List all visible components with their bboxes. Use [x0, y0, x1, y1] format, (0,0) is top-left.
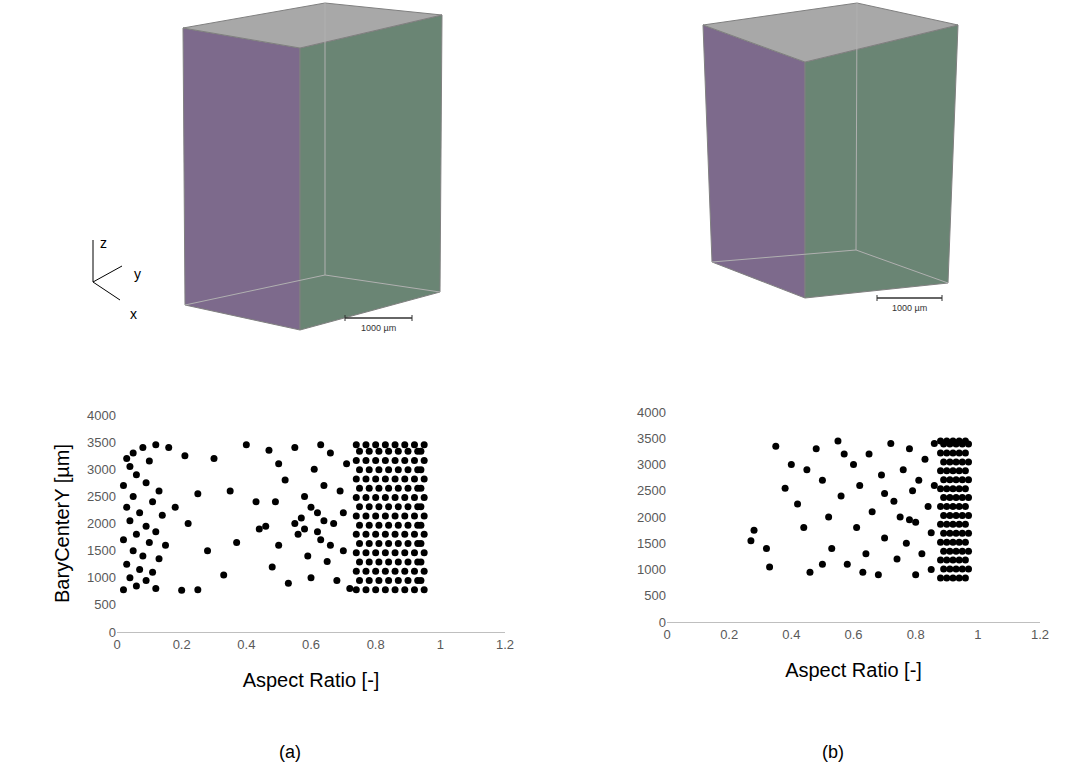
svg-text:1.2: 1.2 [496, 637, 514, 652]
svg-text:0.4: 0.4 [782, 627, 800, 642]
svg-text:1500: 1500 [87, 543, 116, 558]
svg-text:500: 500 [94, 597, 116, 612]
svg-text:1000: 1000 [637, 562, 666, 577]
svg-text:0: 0 [663, 627, 670, 642]
svg-text:(b): (b) [822, 742, 844, 762]
svg-text:0: 0 [109, 625, 116, 640]
svg-text:1500: 1500 [637, 536, 666, 551]
svg-text:3000: 3000 [637, 457, 666, 472]
svg-text:1000: 1000 [87, 570, 116, 585]
svg-text:0.6: 0.6 [302, 637, 320, 652]
svg-text:3000: 3000 [87, 462, 116, 477]
svg-text:0: 0 [113, 637, 120, 652]
svg-text:0.2: 0.2 [720, 627, 738, 642]
svg-text:2000: 2000 [637, 510, 666, 525]
svg-text:0.4: 0.4 [237, 637, 255, 652]
svg-text:Aspect Ratio [-]: Aspect Ratio [-] [785, 659, 922, 681]
svg-text:3500: 3500 [637, 431, 666, 446]
svg-text:0.6: 0.6 [844, 627, 862, 642]
svg-text:2500: 2500 [87, 489, 116, 504]
svg-text:1000 µm: 1000 µm [892, 303, 927, 313]
svg-text:0: 0 [659, 615, 666, 630]
svg-text:(a): (a) [279, 742, 301, 762]
svg-text:y: y [134, 266, 141, 282]
svg-text:1.2: 1.2 [1031, 627, 1049, 642]
svg-text:0.2: 0.2 [173, 637, 191, 652]
svg-text:Aspect Ratio [-]: Aspect Ratio [-] [243, 669, 380, 691]
svg-text:4000: 4000 [87, 408, 116, 423]
svg-text:2000: 2000 [87, 516, 116, 531]
svg-text:1: 1 [974, 627, 981, 642]
svg-text:BaryCenterY [µm]: BaryCenterY [µm] [51, 444, 73, 603]
svg-text:0.8: 0.8 [907, 627, 925, 642]
svg-text:1000 µm: 1000 µm [361, 323, 396, 333]
svg-text:4000: 4000 [637, 405, 666, 420]
svg-text:z: z [100, 235, 107, 251]
svg-text:2500: 2500 [637, 483, 666, 498]
svg-text:1: 1 [437, 637, 444, 652]
svg-text:500: 500 [644, 588, 666, 603]
svg-text:0.8: 0.8 [367, 637, 385, 652]
svg-text:3500: 3500 [87, 435, 116, 450]
svg-text:x: x [130, 306, 137, 322]
